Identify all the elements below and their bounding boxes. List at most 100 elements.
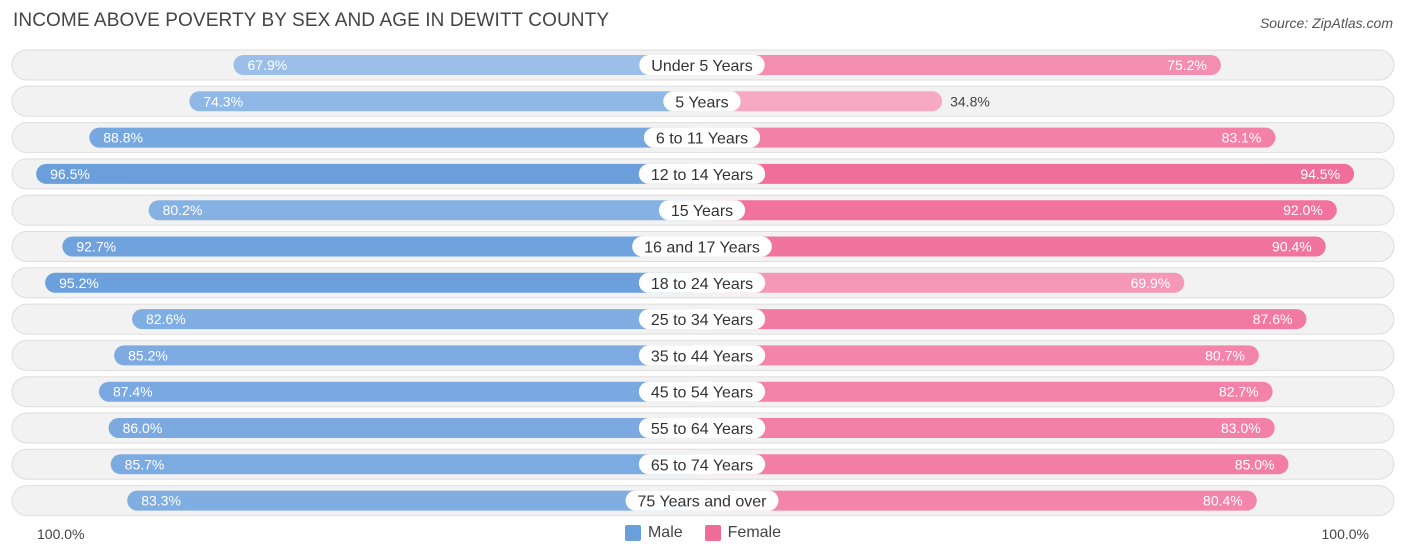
data-label-male: 85.2% — [128, 347, 168, 363]
bar-female — [702, 418, 1275, 438]
category-label-pill — [638, 418, 766, 438]
chart-title: INCOME ABOVE POVERTY BY SEX AND AGE IN D… — [13, 10, 610, 31]
category-label-pill — [663, 91, 741, 112]
bar-male — [132, 309, 702, 330]
bar-female — [702, 91, 943, 112]
category-label-pill — [638, 381, 766, 402]
data-label-male: 86.0% — [123, 420, 163, 436]
legend-label-female: Female — [727, 524, 782, 541]
data-label-female: 83.1% — [1222, 130, 1262, 146]
chart-row: 96.5% 94.5% 12 to 14 Years — [11, 158, 1395, 190]
category-label-pill — [638, 345, 766, 366]
bar-female — [702, 236, 1326, 257]
category-label-pill — [658, 200, 746, 221]
legend-item-male: Male — [624, 524, 683, 542]
chart-row: 80.2% 92.0% 15 Years — [11, 194, 1395, 226]
data-label-female: 87.6% — [1253, 311, 1293, 327]
bar-chart: 67.9% 75.2% Under 5 Years 74.3% 34.8% 5 Years… — [11, 49, 1395, 517]
category-label-pill — [638, 163, 766, 184]
data-label-female: 82.7% — [1219, 384, 1259, 400]
category-label-pill — [632, 236, 772, 257]
bar-male — [108, 418, 703, 438]
axis-label-left: 100.0% — [37, 526, 85, 542]
category-label-pill — [643, 127, 761, 148]
bar-male — [62, 236, 703, 257]
chart-row: 74.3% 34.8% 5 Years — [11, 85, 1395, 117]
category-label: 18 to 24 Years — [651, 276, 753, 293]
chart-row: 85.7% 85.0% 65 to 74 Years — [11, 448, 1395, 480]
chart-row: 86.0% 83.0% 55 to 64 Years — [11, 412, 1395, 444]
legend: Male Female — [0, 524, 1406, 542]
data-label-male: 85.7% — [125, 456, 165, 472]
bar-female — [702, 309, 1307, 330]
bar-female — [702, 454, 1289, 475]
category-label: 25 to 34 Years — [651, 312, 753, 329]
data-label-female: 83.0% — [1221, 420, 1261, 436]
bar-male — [127, 490, 703, 511]
data-label-male: 74.3% — [203, 93, 243, 109]
chart-row: 82.6% 87.6% 25 to 34 Years — [11, 303, 1395, 335]
data-label-female: 85.0% — [1235, 456, 1275, 472]
data-label-male: 95.2% — [59, 275, 99, 291]
data-label-female: 75.2% — [1167, 57, 1207, 73]
bar-female — [702, 272, 1185, 293]
category-label-pill — [639, 55, 765, 75]
data-label-male: 87.4% — [113, 384, 153, 400]
data-label-male: 82.6% — [146, 311, 186, 327]
category-label: Under 5 Years — [651, 58, 752, 75]
category-label: 45 to 54 Years — [651, 385, 753, 402]
data-label-female: 34.8% — [950, 93, 990, 109]
legend-swatch-male — [624, 525, 641, 541]
category-label-pill — [638, 454, 766, 475]
legend-label-male: Male — [647, 524, 683, 541]
data-label-male: 67.9% — [247, 57, 287, 73]
bar-female — [702, 55, 1221, 75]
category-label-pill — [638, 272, 766, 293]
data-label-female: 69.9% — [1131, 275, 1171, 291]
data-label-female: 94.5% — [1300, 166, 1340, 182]
category-label: 55 to 64 Years — [651, 421, 753, 438]
bar-male — [110, 454, 703, 475]
category-label-pill — [625, 490, 779, 511]
category-label: 16 and 17 Years — [644, 240, 760, 257]
bar-male — [233, 55, 703, 75]
data-label-male: 92.7% — [76, 239, 116, 255]
axis-label-right: 100.0% — [1321, 526, 1369, 542]
chart-row: 88.8% 83.1% 6 to 11 Years — [11, 122, 1395, 154]
bar-female — [702, 381, 1273, 402]
bar-male — [89, 127, 702, 148]
category-label: 35 to 44 Years — [651, 348, 753, 365]
chart-row: 95.2% 69.9% 18 to 24 Years — [11, 267, 1395, 299]
data-label-female: 80.7% — [1205, 347, 1245, 363]
category-label: 6 to 11 Years — [656, 131, 748, 148]
source-credit: Source: ZipAtlas.com — [1259, 15, 1393, 31]
bar-female — [702, 163, 1355, 184]
data-label-male: 83.3% — [141, 493, 181, 509]
chart-row: 67.9% 75.2% Under 5 Years — [11, 49, 1395, 81]
legend-swatch-female — [704, 525, 721, 541]
category-label: 5 Years — [675, 94, 728, 111]
category-label: 15 Years — [671, 203, 733, 220]
bar-male — [148, 200, 702, 221]
category-label: 75 Years and over — [638, 494, 768, 511]
data-label-male: 88.8% — [103, 130, 143, 146]
data-label-female: 90.4% — [1272, 239, 1312, 255]
data-label-male: 96.5% — [50, 166, 90, 182]
bar-female — [702, 127, 1276, 148]
chart-row: 92.7% 90.4% 16 and 17 Years — [11, 231, 1395, 262]
data-label-female: 92.0% — [1283, 202, 1323, 218]
bar-female — [702, 345, 1259, 366]
chart-row: 83.3% 80.4% 75 Years and over — [11, 485, 1395, 517]
bar-male — [36, 163, 702, 184]
bar-female — [702, 490, 1257, 511]
bar-female — [702, 200, 1337, 221]
data-label-male: 80.2% — [163, 202, 203, 218]
bar-male — [114, 345, 703, 366]
bar-male — [98, 381, 702, 402]
category-label: 12 to 14 Years — [651, 167, 753, 184]
bar-male — [189, 91, 702, 112]
legend-item-female: Female — [704, 524, 782, 542]
category-label: 65 to 74 Years — [651, 457, 753, 474]
data-label-female: 80.4% — [1203, 493, 1243, 509]
bar-male — [45, 272, 703, 293]
